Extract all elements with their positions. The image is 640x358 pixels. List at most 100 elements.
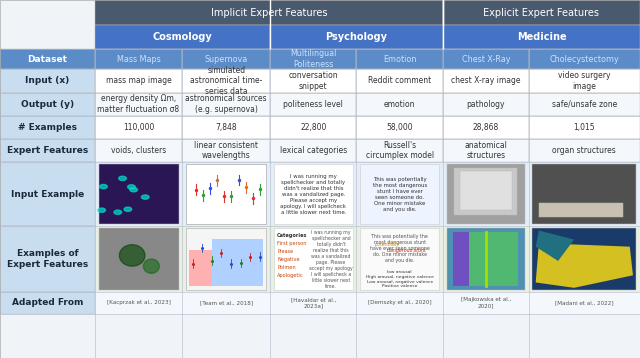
Bar [95, 139, 182, 162]
Text: potentially: potentially [374, 242, 399, 247]
Bar [454, 168, 517, 215]
Bar [529, 139, 640, 162]
Text: Categories: Categories [277, 233, 308, 238]
Text: video surgery
image: video surgery image [558, 71, 611, 91]
Text: Adapted From: Adapted From [12, 298, 83, 308]
Bar [532, 164, 636, 224]
Bar [95, 25, 270, 49]
Bar [447, 164, 525, 224]
Text: Polmen: Polmen [277, 265, 296, 270]
Text: Dataset: Dataset [28, 54, 67, 64]
Text: 110,000: 110,000 [123, 123, 154, 132]
Circle shape [130, 188, 138, 192]
Text: I was running my
spellchecker and
totally didn't
realize that this
was a vandali: I was running my spellchecker and totall… [309, 229, 353, 289]
Bar [274, 228, 353, 290]
Text: Explicit Expert Features: Explicit Expert Features [483, 8, 600, 18]
Text: Cholecystectomy: Cholecystectomy [550, 54, 619, 64]
Text: mass map image: mass map image [106, 76, 172, 86]
Bar [0, 49, 95, 69]
Bar [274, 164, 353, 224]
Bar [95, 49, 182, 69]
Text: conversation
snippet: conversation snippet [289, 71, 338, 91]
Text: Mass Maps: Mass Maps [116, 54, 161, 64]
Circle shape [100, 184, 108, 189]
Text: anatomical
structures: anatomical structures [465, 141, 507, 160]
Text: I was running my
spellchecker and totally
didn't realize that this
was a vandali: I was running my spellchecker and totall… [280, 174, 346, 214]
Bar [539, 203, 623, 217]
Bar [270, 69, 356, 93]
Polygon shape [536, 231, 574, 261]
Bar [460, 171, 512, 210]
Bar [356, 139, 443, 162]
Text: Negative: Negative [277, 257, 300, 262]
Bar [529, 49, 640, 69]
Bar [443, 93, 529, 116]
Bar [529, 93, 640, 116]
Text: [Demszky et al., 2020]: [Demszky et al., 2020] [368, 300, 431, 305]
Bar [186, 228, 266, 290]
Text: 28,868: 28,868 [472, 123, 499, 132]
Ellipse shape [143, 259, 159, 274]
Text: lexical categories: lexical categories [280, 146, 347, 155]
Text: dangerous stunt: dangerous stunt [387, 248, 426, 253]
Text: Apologetic: Apologetic [277, 273, 304, 278]
Text: Chest X-Ray: Chest X-Ray [461, 54, 510, 64]
Text: Russell's
circumplex model: Russell's circumplex model [365, 141, 434, 160]
Bar [360, 164, 439, 224]
Bar [356, 49, 443, 69]
Text: [Team et al., 2018]: [Team et al., 2018] [200, 300, 253, 305]
Bar [99, 164, 179, 224]
Text: organ structures: organ structures [552, 146, 616, 155]
Bar [0, 0, 95, 25]
Bar [453, 232, 469, 286]
Bar [95, 69, 182, 93]
Bar [270, 49, 356, 69]
Bar [0, 292, 95, 314]
Bar [443, 69, 529, 93]
Circle shape [127, 185, 135, 189]
Bar [0, 226, 95, 292]
Bar [0, 139, 95, 162]
Circle shape [141, 195, 149, 199]
Text: [Kacprzak et al., 2023]: [Kacprzak et al., 2023] [107, 300, 170, 305]
Bar [443, 25, 640, 49]
Text: Input (x): Input (x) [25, 76, 70, 86]
Bar [270, 93, 356, 116]
Text: politeness level: politeness level [284, 100, 343, 109]
Bar [0, 116, 95, 139]
Bar [182, 49, 270, 69]
Bar [0, 69, 95, 93]
Bar [443, 0, 640, 25]
Bar [0, 292, 640, 314]
Bar [270, 25, 443, 49]
Text: Supernova: Supernova [205, 54, 248, 64]
Ellipse shape [119, 245, 145, 266]
Text: Medicine: Medicine [516, 32, 566, 42]
Text: Reddit comment: Reddit comment [368, 76, 431, 86]
Bar [186, 164, 266, 224]
Bar [529, 69, 640, 93]
Bar [0, 162, 95, 226]
Bar [0, 25, 95, 49]
Text: Cosmology: Cosmology [152, 32, 212, 42]
Circle shape [124, 207, 132, 212]
Text: This was potentially
the most dangerous
stunt I have ever
seen someone do.
One m: This was potentially the most dangerous … [372, 176, 427, 212]
Bar [443, 139, 529, 162]
Polygon shape [536, 243, 633, 288]
Text: First person: First person [277, 241, 307, 246]
Bar [447, 228, 525, 290]
Bar [270, 116, 356, 139]
Text: 58,000: 58,000 [387, 123, 413, 132]
Bar [529, 116, 640, 139]
Bar [189, 250, 212, 286]
Text: energy density Ωm,
matter fluctuation σ8: energy density Ωm, matter fluctuation σ8 [97, 95, 180, 114]
Bar [443, 116, 529, 139]
Circle shape [118, 176, 126, 180]
Bar [182, 139, 270, 162]
Text: # Examples: # Examples [18, 123, 77, 132]
Text: Emotion: Emotion [383, 54, 417, 64]
Circle shape [98, 208, 106, 212]
Text: Implicit Expert Features: Implicit Expert Features [211, 8, 327, 18]
Bar [469, 232, 518, 286]
Text: voids, clusters: voids, clusters [111, 146, 166, 155]
